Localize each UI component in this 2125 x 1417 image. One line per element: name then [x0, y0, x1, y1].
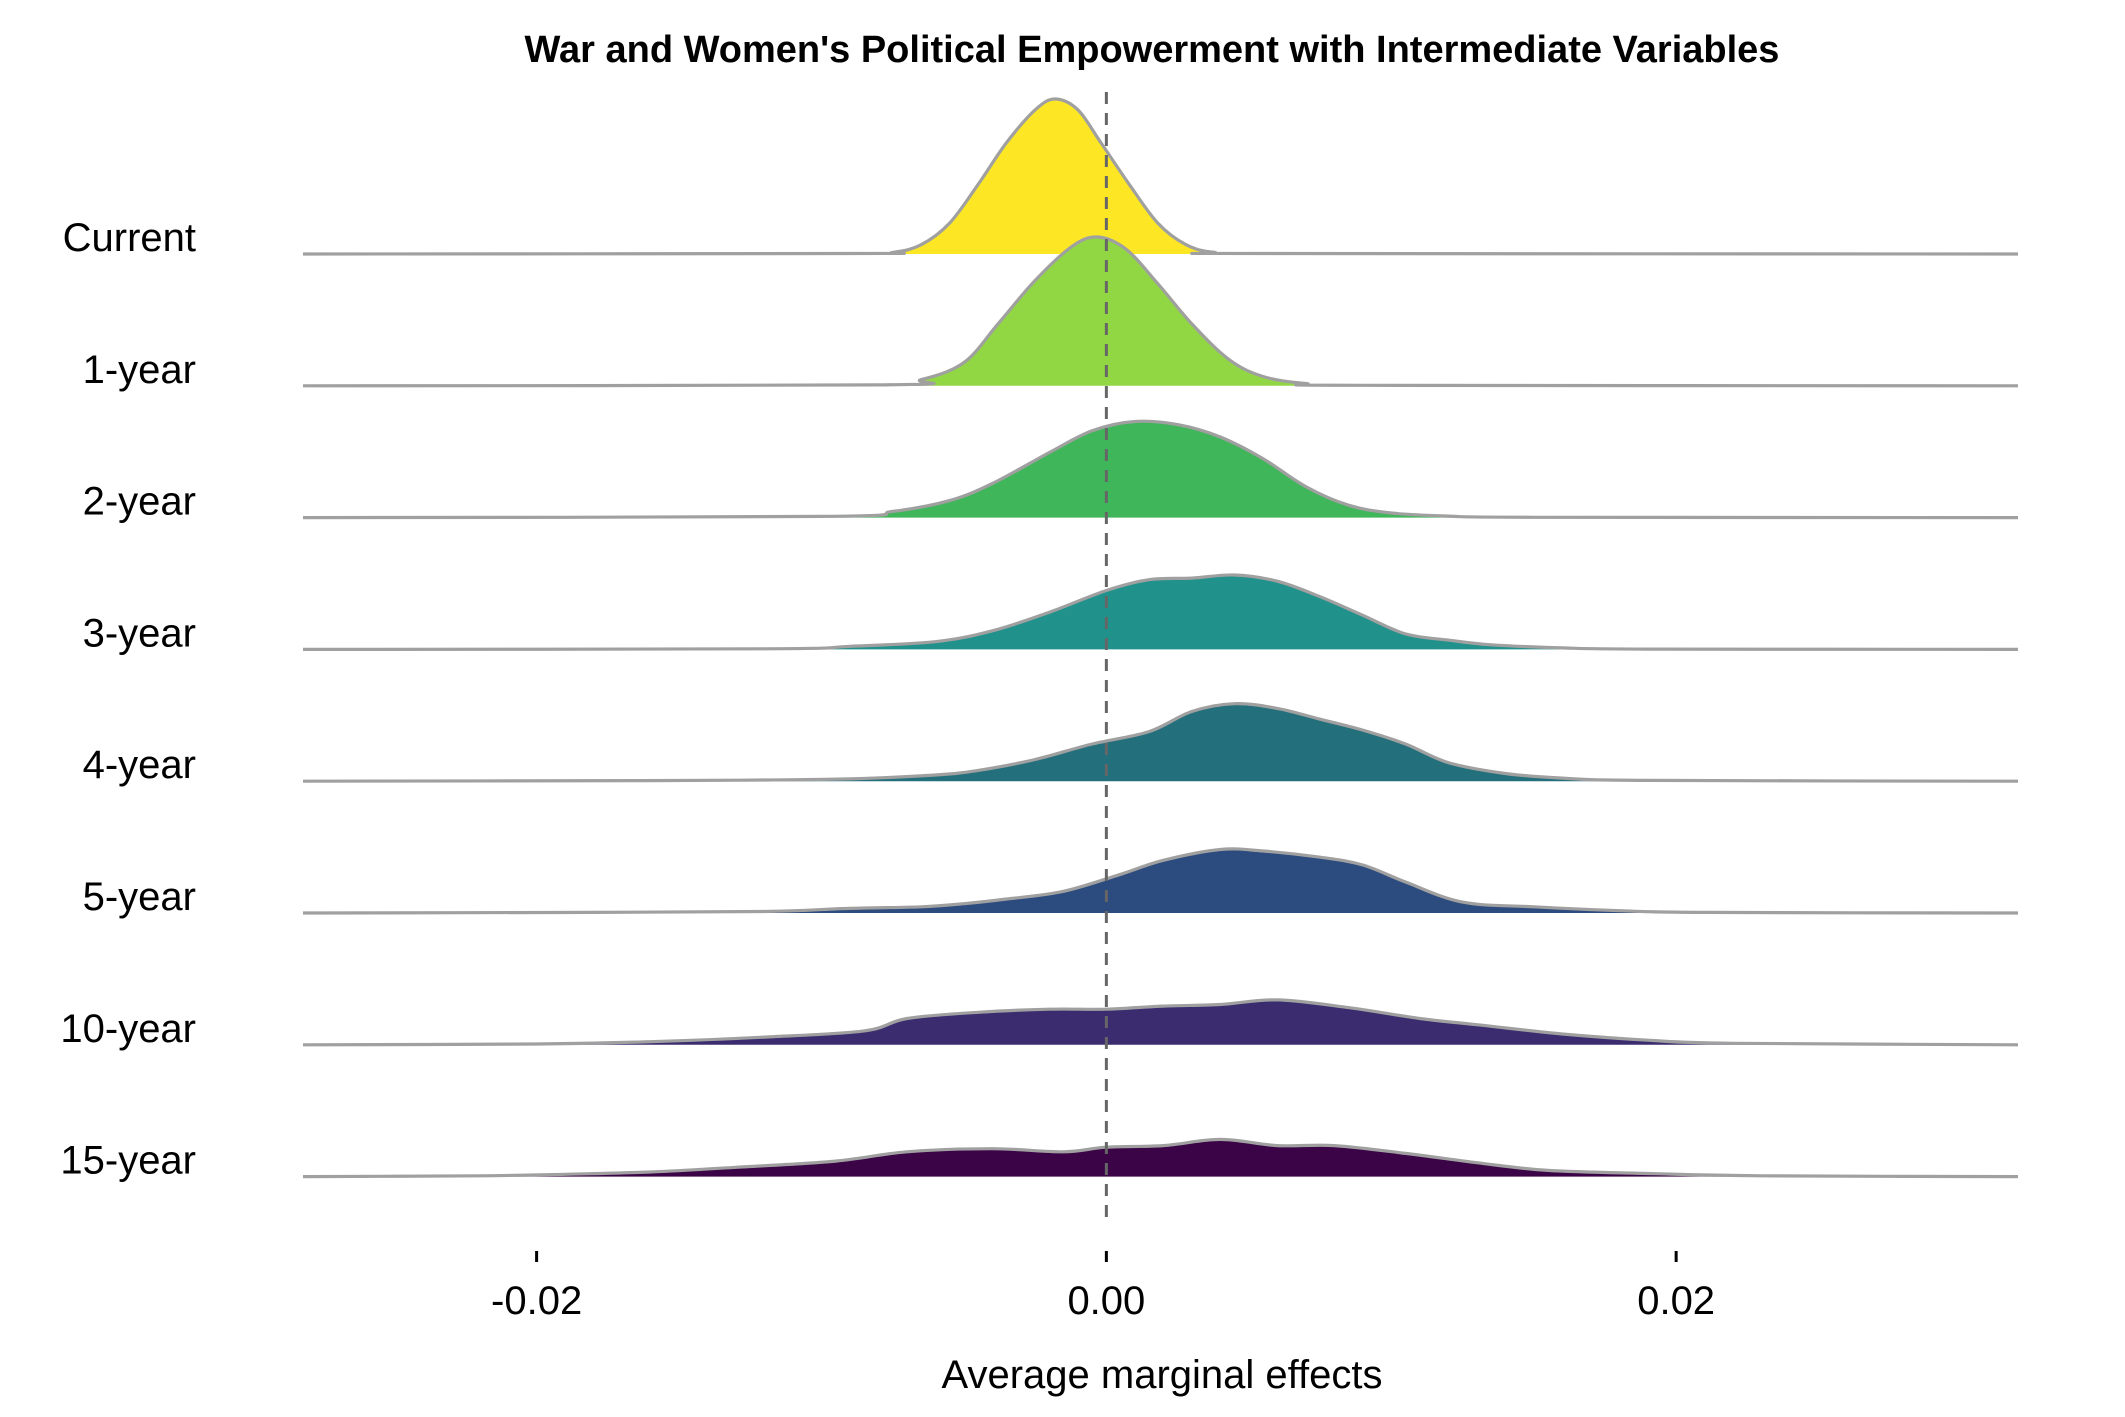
- ridge-fill-4-year: [303, 703, 2018, 782]
- ridge-fill-2-year: [303, 421, 2018, 518]
- ridge-fill-10-year: [303, 999, 2018, 1045]
- ridge-fill-5-year: [303, 848, 2018, 913]
- ridge-outline-15-year: [302, 1137, 2019, 1179]
- y-label-3-year: 3-year: [83, 611, 196, 655]
- ridge-outline-5-year: [302, 847, 2019, 915]
- ridge-outline-2-year: [302, 419, 2019, 520]
- ridge-fill-3-year: [303, 574, 2018, 650]
- x-tick-label: 0.00: [1067, 1279, 1145, 1323]
- y-label-5-year: 5-year: [83, 875, 196, 919]
- ridge-outline-current: [302, 97, 2019, 256]
- ridge-fill-15-year: [303, 1139, 2018, 1177]
- x-tick-label: -0.02: [491, 1279, 582, 1323]
- ridge-15-year: [302, 1137, 2019, 1179]
- y-label-4-year: 4-year: [83, 743, 196, 787]
- y-label-1-year: 1-year: [83, 348, 196, 392]
- ridge-outline-1-year: [302, 235, 2019, 388]
- ridge-2-year: [302, 419, 2019, 520]
- x-tick-label: 0.02: [1637, 1279, 1715, 1323]
- ridge-3-year: [302, 573, 2019, 651]
- ridges-group: [302, 97, 2019, 1179]
- ridge-outline-10-year: [302, 998, 2019, 1047]
- ridge-5-year: [302, 847, 2019, 915]
- ridge-outline-4-year: [302, 702, 2019, 783]
- ridge-current: [302, 97, 2019, 256]
- chart-title: War and Women's Political Empowerment wi…: [525, 29, 1780, 71]
- ridge-4-year: [302, 702, 2019, 783]
- x-axis: -0.02 0.00 0.02: [491, 1251, 1715, 1323]
- ridge-1-year: [302, 235, 2019, 388]
- ridge-outline-3-year: [302, 573, 2019, 651]
- ridge-fill-current: [303, 99, 2018, 254]
- ridge-10-year: [302, 998, 2019, 1047]
- ridge-fill-1-year: [303, 236, 2018, 386]
- y-label-2-year: 2-year: [83, 480, 196, 524]
- y-label-15-year: 15-year: [60, 1139, 196, 1183]
- y-label-current: Current: [63, 216, 196, 260]
- x-axis-title: Average marginal effects: [942, 1353, 1383, 1397]
- y-label-10-year: 10-year: [60, 1007, 196, 1051]
- y-axis-labels: Current 1-year 2-year 3-year 4-year 5-year 10-…: [60, 216, 196, 1183]
